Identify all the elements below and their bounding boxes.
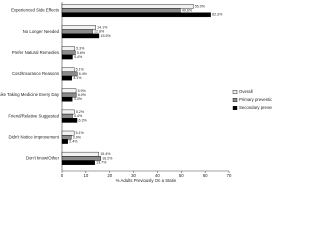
- bar: [61, 156, 101, 161]
- bar: [61, 29, 93, 34]
- value-label: 15.5%: [100, 34, 111, 38]
- bar: [61, 109, 75, 115]
- x-tick-label: 30: [131, 173, 136, 178]
- x-axis-label: % Adults Previously On a Statin: [116, 178, 177, 183]
- legend-swatch: [232, 97, 238, 102]
- bar: [61, 151, 99, 157]
- legend-label: Primary prevention: [239, 97, 272, 102]
- value-label: 4.4%: [74, 55, 83, 59]
- value-label: 4.3%: [74, 97, 83, 101]
- value-label: 49.6%: [182, 9, 193, 13]
- value-label: 5.1%: [76, 131, 85, 135]
- value-label: 13.7%: [96, 161, 107, 165]
- value-label: 14.1%: [97, 25, 108, 29]
- value-label: 4.4%: [74, 114, 83, 118]
- bar: [61, 67, 75, 73]
- value-label: 6.4%: [79, 72, 88, 76]
- value-label: 6.3%: [79, 118, 88, 122]
- legend-label: Secondary prevention: [239, 105, 272, 110]
- value-label: 5.6%: [77, 51, 86, 55]
- bar: [61, 113, 73, 119]
- y-tick-label: Didn't Like Taking Medicine Every Day: [0, 92, 60, 97]
- bar: [61, 88, 77, 94]
- bar: [61, 46, 75, 51]
- value-label: 2.4%: [69, 139, 78, 143]
- bar: [61, 54, 73, 60]
- y-tick-label: Prefer Natural Remedies: [12, 50, 59, 55]
- x-tick-label: 60: [203, 173, 208, 178]
- bar: [61, 12, 211, 18]
- x-tick-label: 10: [83, 173, 88, 178]
- value-label: 5.9%: [78, 89, 87, 93]
- value-label: 3.9%: [73, 135, 82, 139]
- y-tick-label: Cost/Insurance Reasons: [12, 71, 59, 76]
- value-label: 4.1%: [73, 76, 82, 80]
- x-tick-label: 50: [179, 173, 184, 178]
- legend-label: Overall: [239, 89, 253, 94]
- y-tick-label: Don't know/Other: [26, 156, 60, 161]
- value-label: 5.2%: [76, 110, 85, 114]
- bar: [61, 139, 68, 144]
- y-tick-label: No Longer Needed: [23, 29, 60, 34]
- x-tick-label: 0: [61, 173, 64, 178]
- value-label: 12.8%: [94, 30, 105, 34]
- bar: [61, 33, 100, 39]
- legend-swatch: [232, 89, 238, 94]
- y-tick-label: Didn't Notice Improvement: [9, 134, 60, 139]
- bar: [61, 4, 194, 9]
- bar: [61, 25, 96, 30]
- value-label: 6.0%: [78, 93, 87, 97]
- bar: [61, 160, 95, 165]
- value-label: 55.0%: [195, 4, 206, 8]
- bar: [61, 75, 72, 81]
- x-tick-label: 70: [227, 173, 232, 178]
- y-tick-label: Experienced Side Effects: [11, 8, 59, 13]
- bar: [61, 96, 73, 102]
- value-label: 15.4%: [100, 152, 111, 156]
- y-tick-label: Friend/Relative Suggested: [8, 113, 59, 118]
- bar: [61, 8, 181, 13]
- value-label: 16.2%: [102, 156, 113, 160]
- legend-swatch: [232, 105, 238, 110]
- value-label: 62.3%: [212, 13, 223, 17]
- chart: % Adults Previously On a Statin 0 10 20 30 4…: [0, 2, 272, 183]
- value-label: 5.1%: [76, 68, 85, 72]
- bar: [61, 118, 78, 123]
- x-tick-label: 40: [155, 173, 160, 178]
- value-label: 5.3%: [76, 47, 85, 51]
- x-tick-label: 20: [107, 173, 112, 178]
